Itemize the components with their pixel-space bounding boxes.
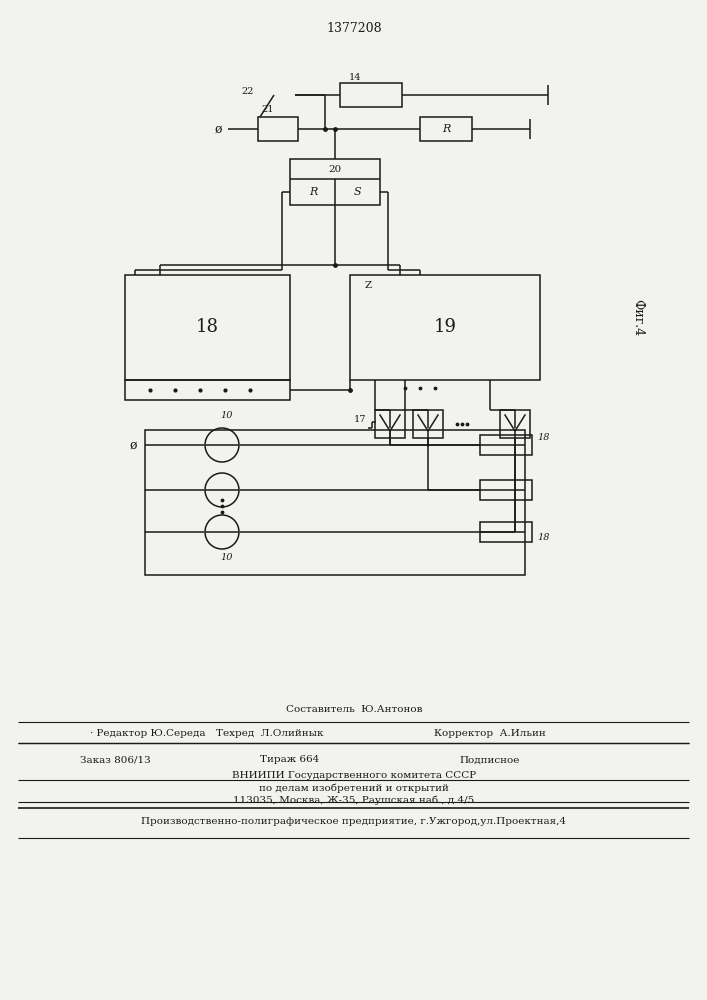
Text: Корректор  А.Ильин: Корректор А.Ильин: [434, 728, 546, 738]
Text: 10: 10: [221, 410, 233, 420]
Text: Тираж 664: Тираж 664: [260, 756, 320, 764]
Bar: [350, 275, 540, 380]
Text: Заказ 806/13: Заказ 806/13: [80, 756, 151, 764]
Text: 21: 21: [262, 104, 274, 113]
Bar: [480, 480, 532, 500]
Text: · Редактор Ю.Середа: · Редактор Ю.Середа: [90, 728, 206, 738]
Bar: [480, 435, 532, 455]
Text: Фиг.4: Фиг.4: [631, 299, 645, 336]
Text: ø: ø: [214, 122, 222, 135]
Text: R: R: [442, 124, 450, 134]
Text: Подписное: Подписное: [460, 756, 520, 764]
Text: 113035, Москва, Ж-35, Раушская наб., д.4/5: 113035, Москва, Ж-35, Раушская наб., д.4…: [233, 795, 474, 805]
Bar: [480, 522, 532, 542]
Text: 20: 20: [328, 164, 341, 174]
Text: 18: 18: [196, 318, 219, 336]
Text: 18: 18: [538, 532, 550, 542]
Text: Z: Z: [364, 280, 372, 290]
Text: R: R: [309, 187, 317, 197]
Bar: [500, 410, 530, 438]
Text: 22: 22: [242, 87, 255, 96]
Bar: [125, 275, 290, 380]
Bar: [290, 159, 380, 205]
Text: Техред  Л.Олийнык: Техред Л.Олийнык: [216, 728, 324, 738]
Text: 10: 10: [221, 552, 233, 562]
Text: 17: 17: [354, 416, 366, 424]
Text: S: S: [354, 187, 361, 197]
Bar: [340, 83, 402, 107]
Text: 19: 19: [433, 318, 457, 336]
Text: Производственно-полиграфическое предприятие, г.Ужгород,ул.Проектная,4: Производственно-полиграфическое предприя…: [141, 818, 566, 826]
Text: Составитель  Ю.Антонов: Составитель Ю.Антонов: [286, 704, 422, 714]
Bar: [375, 410, 405, 438]
Bar: [145, 430, 525, 575]
Bar: [258, 117, 298, 141]
Bar: [125, 380, 290, 400]
Text: 1377208: 1377208: [326, 21, 382, 34]
Text: 18: 18: [538, 432, 550, 442]
Text: по делам изобретений и открытий: по делам изобретений и открытий: [259, 783, 449, 793]
Text: ø: ø: [129, 438, 136, 452]
Bar: [420, 117, 472, 141]
Bar: [413, 410, 443, 438]
Text: 14: 14: [349, 73, 361, 82]
Text: ВНИИПИ Государственного комитета СССР: ВНИИПИ Государственного комитета СССР: [232, 770, 476, 780]
